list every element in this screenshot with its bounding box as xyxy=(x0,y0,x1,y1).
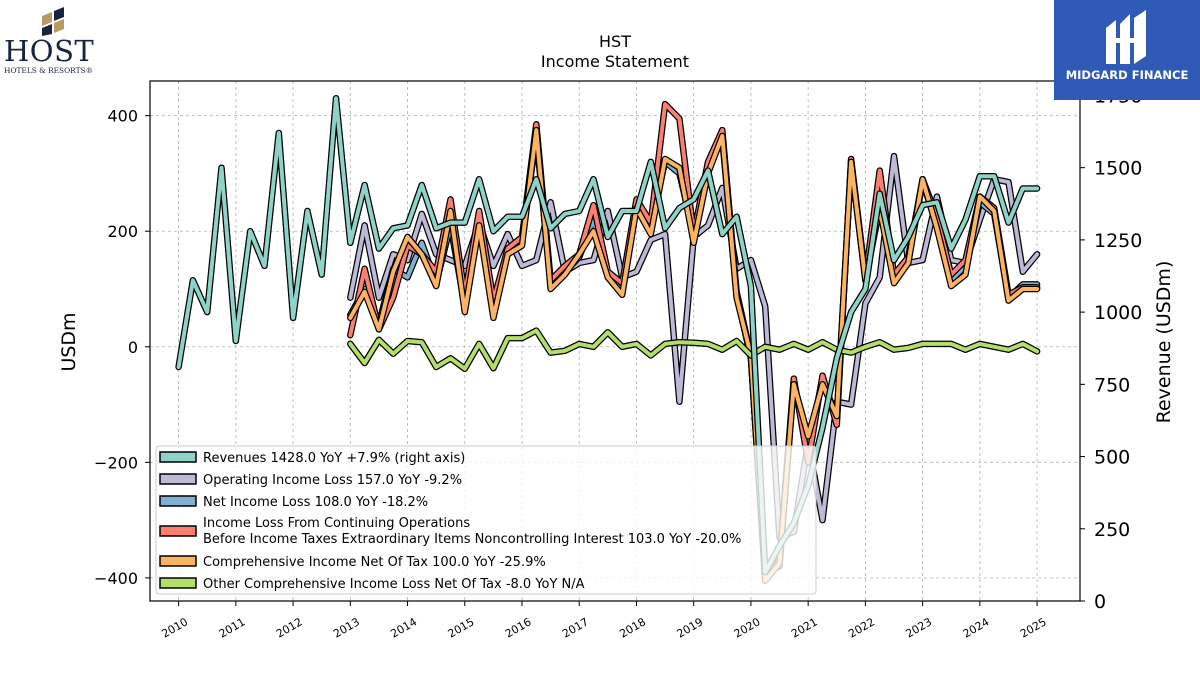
y-tick-label: −400 xyxy=(94,569,138,588)
x-tick-label: 2016 xyxy=(503,615,534,640)
legend-label: Before Income Taxes Extraordinary Items … xyxy=(203,532,741,547)
plot-area xyxy=(175,95,1041,585)
series-revenues xyxy=(175,95,1041,576)
host-hotels-logo: HOST HOTELS & RESORTS® xyxy=(4,4,104,76)
x-tick-label: 2023 xyxy=(903,615,934,640)
x-tick-label: 2010 xyxy=(159,615,190,640)
y-tick-label: 400 xyxy=(107,107,138,126)
series-line xyxy=(348,328,1040,371)
legend-label: Other Comprehensive Income Loss Net Of T… xyxy=(203,577,585,592)
series-comprehensive-income-net-of-tax xyxy=(347,126,1041,585)
x-tick-label: 2025 xyxy=(1018,615,1049,640)
host-tagline: HOTELS & RESORTS® xyxy=(4,66,93,75)
series-line xyxy=(176,96,1040,575)
x-tick-label: 2021 xyxy=(789,615,820,640)
chart-title: HST xyxy=(599,32,631,51)
y-tick-label: 200 xyxy=(107,222,138,241)
legend-swatch xyxy=(159,495,197,507)
y2-tick-label: 0 xyxy=(1094,591,1106,613)
x-tick-label: 2013 xyxy=(331,615,362,640)
plot-frame xyxy=(149,80,1081,602)
chart-subtitle: Income Statement xyxy=(541,52,689,71)
legend-label: Income Loss From Continuing Operations xyxy=(203,516,470,531)
x-tick-label: 2015 xyxy=(446,615,477,640)
x-tick-label: 2018 xyxy=(617,615,648,640)
legend-label: Operating Income Loss 157.0 YoY -9.2% xyxy=(203,473,462,488)
legend-swatch xyxy=(159,555,197,567)
legend-swatch xyxy=(159,473,197,485)
x-tick-label: 2012 xyxy=(274,615,305,640)
legend-swatch xyxy=(159,451,197,463)
host-wordmark: HOST xyxy=(4,34,95,68)
series-other-comprehensive-income-loss-net-of-tax xyxy=(347,327,1041,372)
host-emblem-icon xyxy=(42,7,64,36)
y2-tick-label: 1500 xyxy=(1094,158,1142,180)
y-tick-label: −200 xyxy=(94,453,138,472)
x-tick-label: 2020 xyxy=(732,615,763,640)
series-line xyxy=(348,128,1040,583)
y2-tick-label: 1250 xyxy=(1094,230,1142,252)
y-axis-label: USDm xyxy=(58,312,80,371)
y2-tick-label: 500 xyxy=(1094,447,1130,469)
legend-label: Revenues 1428.0 YoY +7.9% (right axis) xyxy=(203,451,465,466)
y-tick-label: 0 xyxy=(128,338,138,357)
legend: Revenues 1428.0 YoY +7.9% (right axis) Op… xyxy=(155,445,817,595)
midgard-finance-logo: MIDGARD FINANCE xyxy=(1054,0,1200,100)
legend-box xyxy=(155,445,817,595)
x-tick-label: 2017 xyxy=(560,615,591,640)
x-tick-label: 2022 xyxy=(846,615,877,640)
y2-axis-label: Revenue (USDm) xyxy=(1153,261,1175,424)
x-tick-label: 2024 xyxy=(961,615,992,640)
x-tick-label: 2014 xyxy=(388,615,419,640)
midgard-name: MIDGARD FINANCE xyxy=(1065,68,1189,82)
x-tick-label: 2011 xyxy=(217,615,248,640)
legend-label: Net Income Loss 108.0 YoY -18.2% xyxy=(203,495,428,510)
legend-swatch xyxy=(159,525,197,537)
y2-tick-label: 750 xyxy=(1094,374,1130,396)
midgard-emblem-icon xyxy=(1106,10,1146,64)
x-tick-label: 2019 xyxy=(675,615,706,640)
legend-label: Comprehensive Income Net Of Tax 100.0 Yo… xyxy=(203,555,546,570)
y2-tick-label: 250 xyxy=(1094,519,1130,541)
y2-tick-label: 1000 xyxy=(1094,302,1142,324)
legend-swatch xyxy=(159,577,197,589)
